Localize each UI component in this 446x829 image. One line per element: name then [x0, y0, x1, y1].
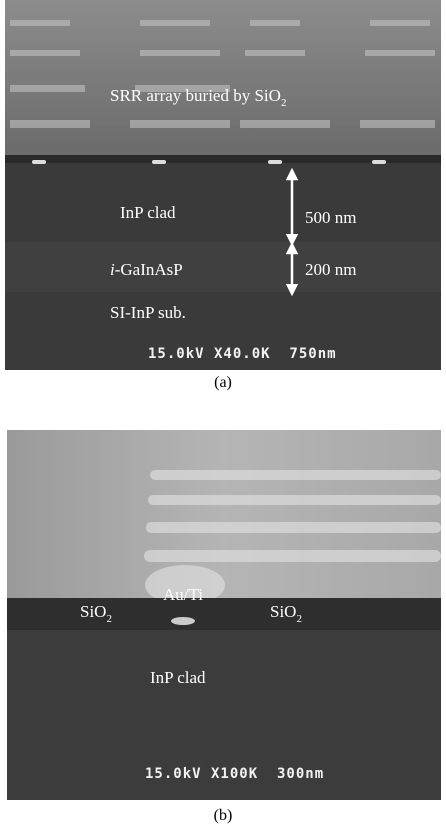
core-thickness: 200 nm: [305, 260, 356, 279]
core-label: i-GaInAsP: [110, 260, 183, 279]
substrate-label: SI-InP sub.: [110, 303, 186, 322]
metal-cross-section: [171, 617, 195, 625]
sio2-layer: [7, 598, 441, 630]
sem-image-a: SRR array buried by SiO2 InP clad 500 nm…: [5, 0, 441, 370]
clad-label: InP clad: [150, 668, 206, 687]
clad-label: InP clad: [120, 203, 176, 222]
clad-thickness: 500 nm: [305, 208, 356, 227]
sem-info: 15.0kV X40.0K 750nm: [148, 346, 337, 362]
surface-region: [7, 430, 441, 600]
caption: (a): [214, 374, 232, 391]
core-layer: [5, 242, 441, 292]
sem-info: 15.0kV X100K 300nm: [145, 766, 324, 782]
metal-label: Au/Ti: [163, 585, 203, 604]
caption: (b): [214, 807, 233, 824]
figure: SRR array buried by SiO2 InP clad 500 nm…: [0, 0, 446, 829]
sem-image-b: Au/Ti SiO2 SiO2 InP clad 15.0kV X100K 30…: [7, 430, 441, 800]
